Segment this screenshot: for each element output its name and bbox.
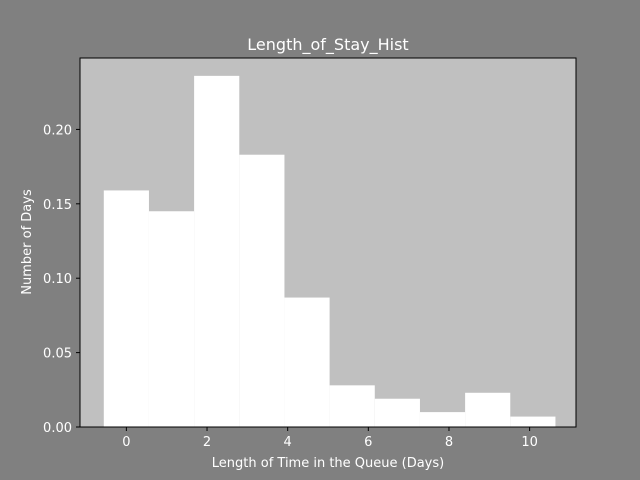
- y-tick-label: 0.05: [43, 347, 72, 362]
- histogram-bar: [148, 211, 195, 427]
- x-tick-label: 10: [521, 435, 538, 450]
- histogram-bar: [284, 297, 330, 427]
- x-tick-label: 2: [203, 435, 211, 450]
- x-axis-ticks: 0 2 4 6 8 10: [122, 427, 538, 450]
- y-axis-ticks: 0.00 0.05 0.10 0.15 0.20: [43, 123, 80, 436]
- histogram-bar: [194, 75, 240, 428]
- x-tick-label: 4: [284, 435, 292, 450]
- x-tick-label: 0: [122, 435, 130, 450]
- histogram-bar: [329, 385, 375, 427]
- x-axis-label: Length of Time in the Queue (Days): [212, 456, 444, 471]
- bars-group: [103, 75, 556, 428]
- histogram-bar: [239, 154, 285, 427]
- histogram-bar: [510, 416, 556, 427]
- y-tick-label: 0.20: [43, 123, 72, 138]
- axes-frame: [79, 57, 577, 428]
- histogram-bar: [103, 190, 149, 427]
- y-axis-label: Number of Days: [20, 189, 35, 295]
- histogram-bar: [419, 412, 466, 427]
- x-tick-label: 8: [445, 435, 453, 450]
- chart-title: Length_of_Stay_Hist: [247, 35, 408, 55]
- x-tick-label: 6: [364, 435, 372, 450]
- histogram-bar: [465, 392, 511, 427]
- histogram-bar: [374, 398, 420, 427]
- y-tick-label: 0.10: [43, 272, 72, 287]
- y-tick-label: 0.00: [43, 421, 72, 436]
- y-tick-label: 0.15: [43, 198, 72, 213]
